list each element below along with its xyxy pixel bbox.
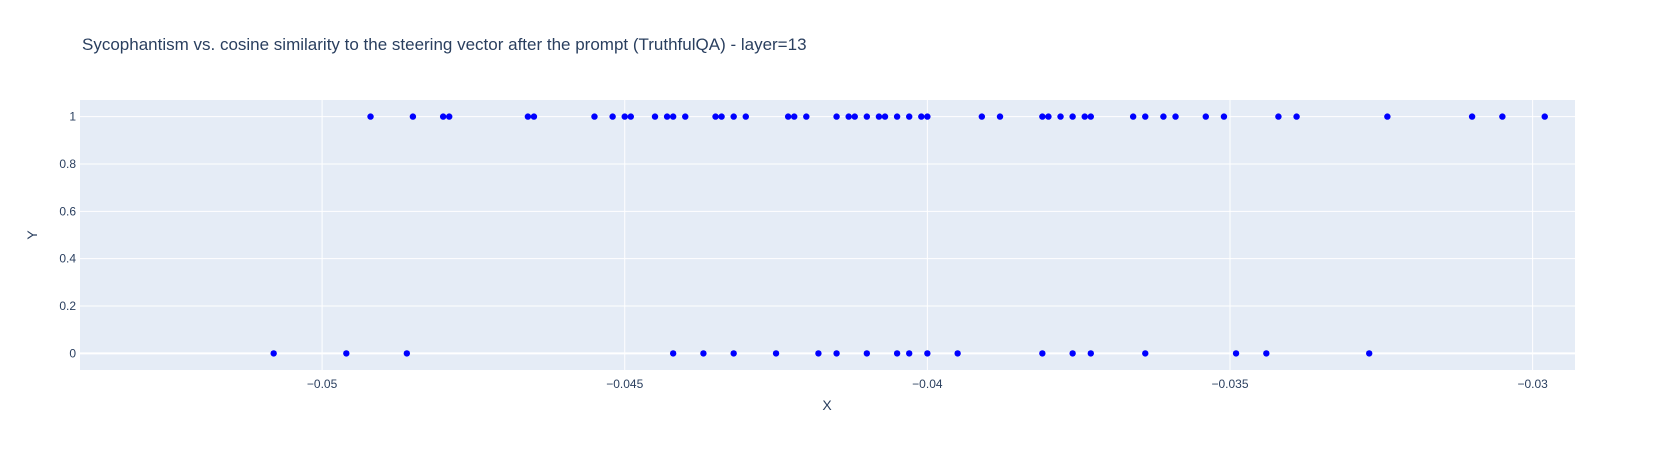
data-point [524,113,532,120]
data-point [663,113,671,120]
data-point [1087,350,1094,357]
data-point [1069,113,1076,120]
data-point [669,350,677,357]
data-points [270,113,1548,357]
data-point [270,350,277,357]
data-point [730,350,737,357]
data-point [1142,113,1149,120]
data-point [863,113,871,120]
data-point [893,350,901,357]
data-point [1160,113,1167,120]
data-point [784,113,792,120]
data-point [1541,113,1548,120]
data-point [1069,350,1076,357]
x-tick-label: −0.035 [1211,377,1248,391]
data-point [627,113,634,120]
data-point [906,350,913,357]
x-gridlines [321,100,1534,370]
chart-title: Sycophantism vs. cosine similarity to th… [82,35,807,54]
data-point [651,113,659,120]
data-point [978,113,986,120]
y-tick-label: 0 [69,346,76,360]
y-tick-label: 0.8 [59,157,76,171]
data-point [924,350,931,357]
data-point [742,113,749,120]
data-point [712,113,719,120]
data-point [833,113,840,120]
x-tick-label: −0.04 [912,377,943,391]
y-tick-labels: 0 0.2 0.4 0.6 0.8 1 [59,110,76,361]
data-point [772,350,780,357]
data-point [1039,350,1046,357]
data-point [1232,350,1240,357]
data-point [1499,113,1506,120]
y-tick-label: 0.6 [59,204,76,218]
x-tick-label: −0.05 [307,377,338,391]
data-point [851,113,858,120]
data-point [954,350,961,357]
data-point [609,113,616,120]
data-point [845,113,852,120]
data-point [924,113,931,120]
data-point [996,113,1004,120]
data-point [881,113,889,120]
data-point [1263,350,1270,357]
data-point [918,113,925,120]
data-point [1275,113,1282,120]
x-tick-label: −0.045 [606,377,643,391]
data-point [530,113,538,120]
data-point [1202,113,1209,120]
data-point [815,350,822,357]
data-point [893,113,901,120]
data-point [446,113,453,120]
data-point [1384,113,1391,120]
data-point [1468,113,1476,120]
y-gridlines [80,116,1575,355]
data-point [367,113,374,120]
y-tick-label: 0.2 [59,299,76,313]
data-point [906,113,913,120]
data-point [1039,113,1046,120]
data-point [1366,350,1373,357]
data-point [875,113,883,120]
data-point [439,113,447,120]
y-axis-title: Y [24,230,40,240]
data-point [1293,113,1300,120]
data-point [1129,113,1137,120]
y-tick-label: 1 [69,110,76,124]
data-point [1081,113,1088,120]
data-point [343,350,350,357]
x-tick-labels: −0.05 −0.045 −0.04 −0.035 −0.03 [307,377,1548,391]
y-tick-label: 0.4 [59,252,76,266]
data-point [863,350,871,357]
data-point [1172,113,1179,120]
data-point [1087,113,1094,120]
data-point [1220,113,1228,120]
data-point [1057,113,1064,120]
data-point [591,113,598,120]
data-point [682,113,689,120]
data-point [403,350,411,357]
data-point [718,113,725,120]
x-axis-title: X [822,397,832,413]
data-point [409,113,417,120]
x-tick-label: −0.03 [1517,377,1548,391]
data-point [621,113,628,120]
data-point [833,350,840,357]
data-point [803,113,810,120]
data-point [700,350,707,357]
data-point [730,113,737,120]
plot-area [80,100,1575,370]
data-point [1045,113,1052,120]
data-point [791,113,798,120]
data-point [1142,350,1149,357]
data-point [669,113,677,120]
